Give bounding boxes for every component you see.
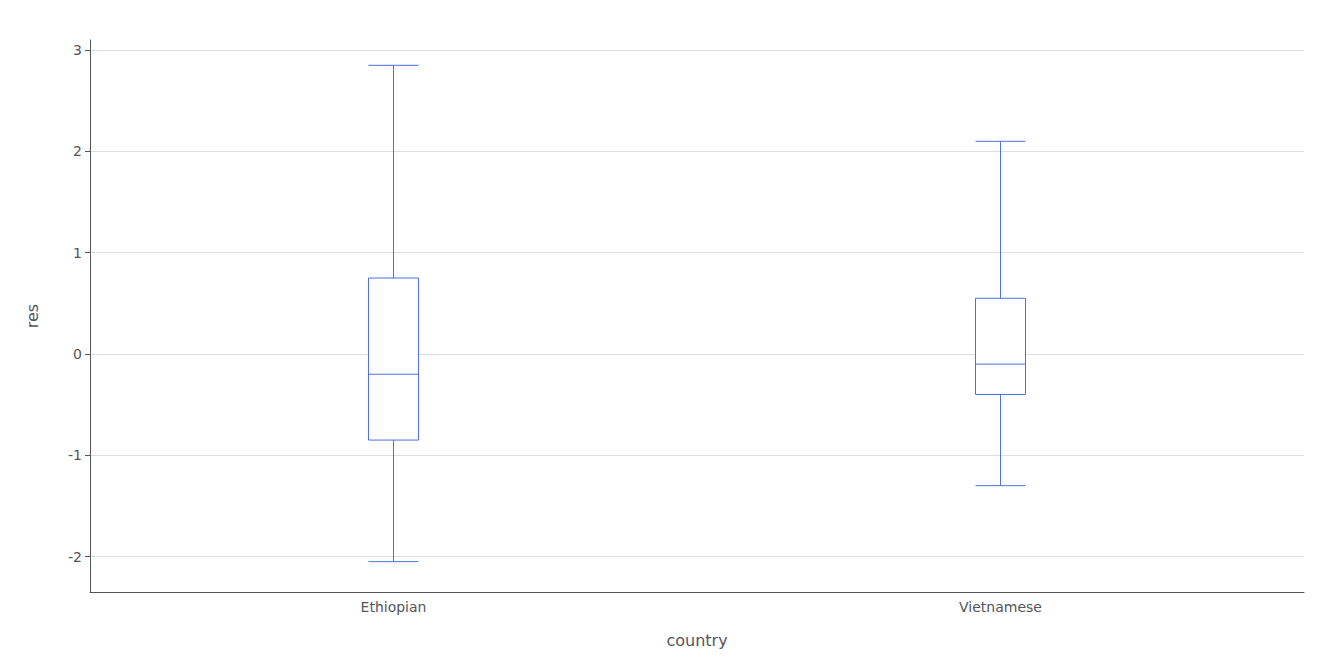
svg-text:Ethiopian: Ethiopian (361, 599, 427, 615)
svg-text:-2: -2 (68, 549, 82, 565)
svg-text:country: country (666, 631, 727, 650)
svg-text:-1: -1 (68, 447, 82, 463)
svg-text:3: 3 (73, 42, 82, 58)
svg-text:0: 0 (73, 346, 82, 362)
svg-text:res: res (23, 304, 42, 328)
svg-text:1: 1 (73, 245, 82, 261)
svg-text:Vietnamese: Vietnamese (959, 599, 1042, 615)
svg-text:2: 2 (73, 143, 82, 159)
